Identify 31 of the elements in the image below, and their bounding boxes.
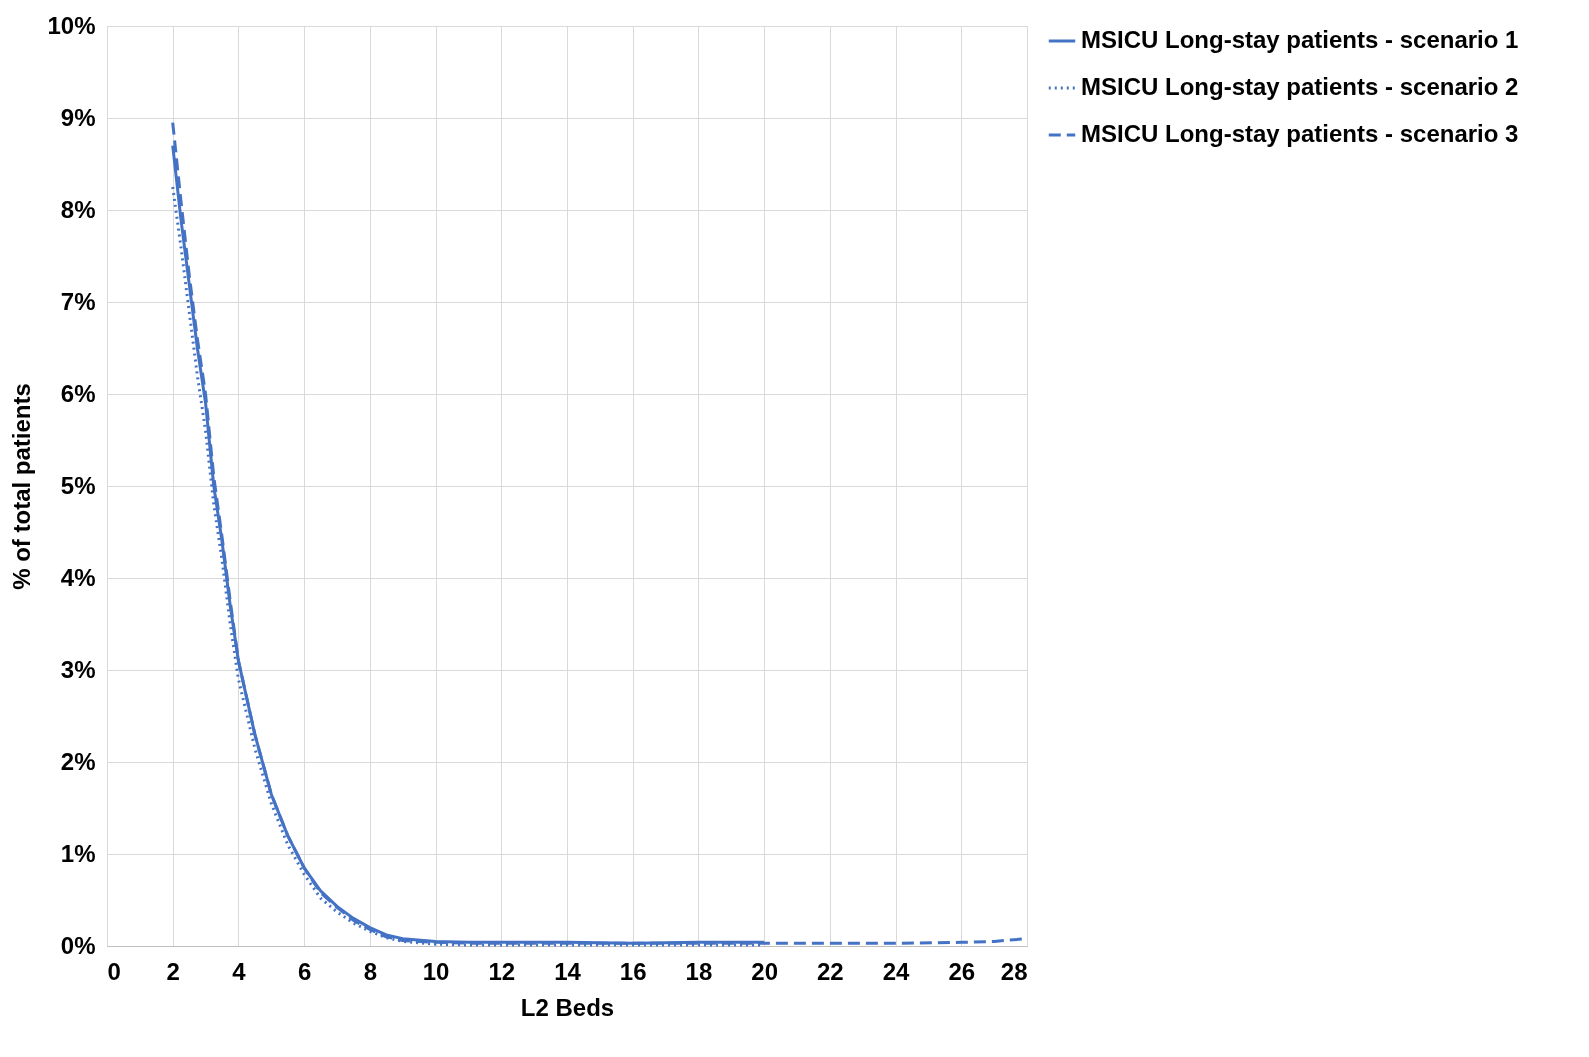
x-tick-label: 28 [1000,957,1028,985]
y-tick-label: 9% [60,103,96,131]
y-tick-label: 5% [60,471,96,499]
y-tick-label: 1% [60,839,96,867]
legend-label: MSICU Long-stay patients - scenario 3 [1081,120,1519,147]
x-tick-label: 6 [297,957,312,985]
x-tick-label: 16 [619,957,647,985]
y-tick-label: 6% [60,379,96,407]
x-tick-label: 0 [107,957,121,985]
x-tick-label: 10 [422,957,450,985]
x-tick-label: 18 [685,957,713,985]
x-tick-label: 8 [363,957,378,985]
y-axis-title: % of total patients [8,383,36,590]
y-tick-label: 4% [60,563,96,591]
legend-label: MSICU Long-stay patients - scenario 1 [1081,26,1519,53]
x-tick-label: 4 [232,957,247,985]
x-tick-label: 24 [882,957,911,985]
x-tick-label: 12 [488,957,516,985]
y-tick-label: 0% [60,931,96,959]
y-tick-label: 7% [60,287,96,315]
x-tick-label: 2 [166,957,180,985]
legend-label: MSICU Long-stay patients - scenario 2 [1081,73,1519,100]
y-tick-label: 8% [60,195,96,223]
x-tick-label: 20 [751,957,778,985]
y-tick-label: 2% [60,747,96,775]
y-tick-label: 10% [47,11,96,39]
x-tick-label: 14 [554,957,582,985]
y-tick-label: 3% [60,655,96,683]
x-tick-label: 22 [817,957,844,985]
x-tick-label: 26 [948,957,976,985]
x-axis-title: L2 Beds [520,993,615,1021]
